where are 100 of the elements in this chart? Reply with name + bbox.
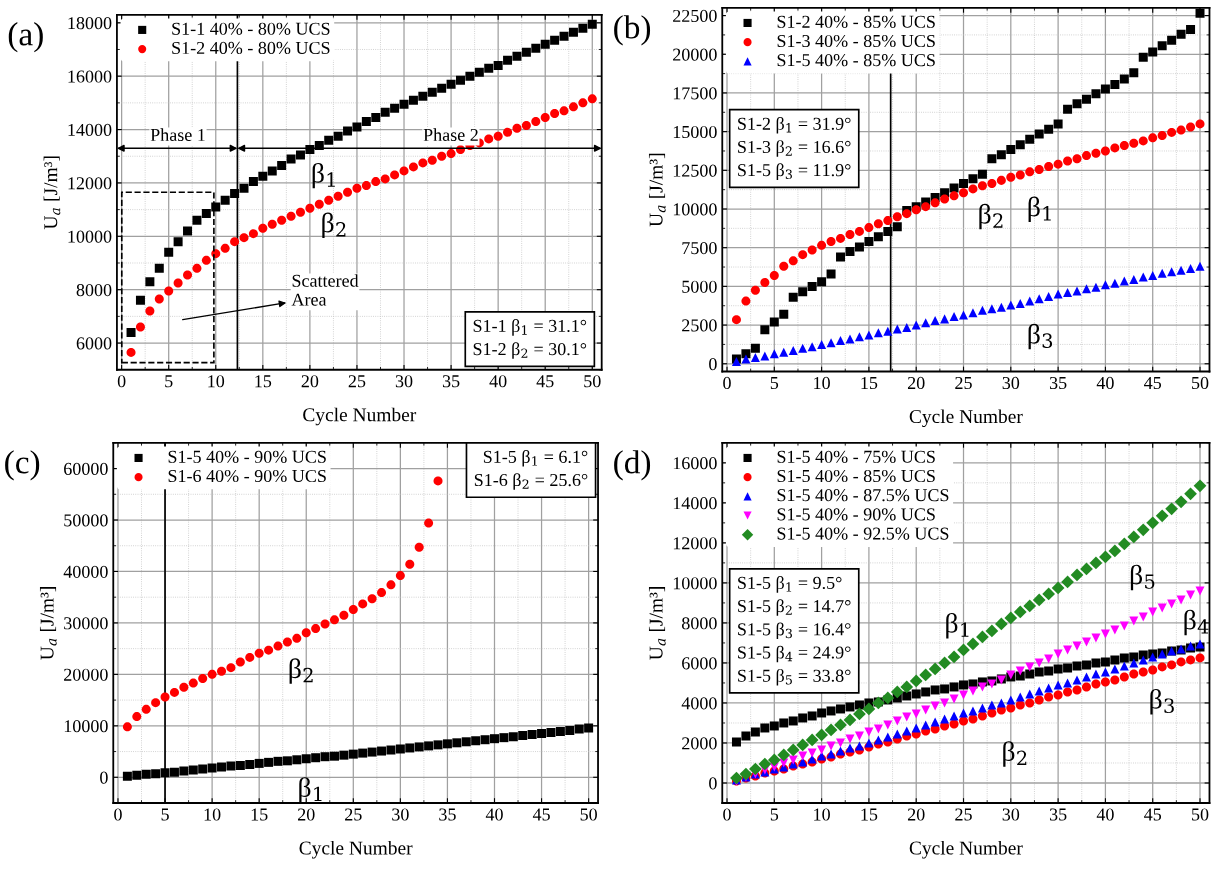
annotation: S1-5 β$_{3}$ = 11.9° bbox=[738, 163, 851, 180]
text: (a) bbox=[8, 22, 43, 53]
y-tick-label: 14000 bbox=[673, 497, 717, 510]
legend-label: S1-5 40% - 90% UCS bbox=[777, 508, 935, 521]
x-tick-label: 25 bbox=[345, 808, 362, 821]
legend-label: S1-1 40% - 80% UCS bbox=[172, 22, 330, 35]
x-tick-label: 50 bbox=[1192, 376, 1209, 390]
y-tick-label: 12000 bbox=[68, 177, 112, 190]
x-tick-label: 35 bbox=[1049, 376, 1067, 390]
x-tick-label: 50 bbox=[580, 808, 597, 821]
x-tick-label: 45 bbox=[1144, 376, 1162, 390]
annotation: β$_{4}$ bbox=[1184, 609, 1209, 636]
text: (c) bbox=[5, 450, 40, 481]
y-tick-label: 0 bbox=[100, 771, 108, 784]
annotation: S1-2 β$_{2}$ = 30.1° bbox=[473, 342, 587, 359]
x-tick-label: 15 bbox=[861, 376, 878, 390]
legend-label: S1-5 40% - 92.5% UCS bbox=[777, 527, 949, 540]
x-tick-label: 20 bbox=[907, 376, 925, 390]
annotation: S1-5 β$_{2}$ = 14.7° bbox=[738, 599, 851, 616]
x-tick-label: 0 bbox=[114, 808, 122, 821]
x-tick-label: 15 bbox=[251, 808, 268, 821]
x-tick-label: 50 bbox=[584, 375, 601, 388]
y-tick-label: 15000 bbox=[673, 125, 717, 139]
x-tick-label: 30 bbox=[392, 808, 409, 821]
annotation: β$_{2}$ bbox=[979, 203, 1003, 230]
y-tick-label: 50000 bbox=[64, 514, 108, 527]
annotation: Scattered Area bbox=[291, 274, 359, 306]
y-tick-label: 8000 bbox=[76, 283, 112, 297]
annotation: β$_{5}$ bbox=[1130, 564, 1155, 591]
x-tick-label: 15 bbox=[255, 375, 272, 388]
annotation: β$_{3}$ bbox=[1150, 688, 1174, 715]
x-tick-label: 30 bbox=[1002, 808, 1020, 821]
y-tick-label: 10000 bbox=[673, 203, 717, 216]
y-tick-label: 14000 bbox=[68, 123, 112, 136]
x-tick-label: 25 bbox=[348, 375, 366, 388]
y-tick-label: 30000 bbox=[64, 617, 108, 630]
annotation: β$_{1}$ bbox=[312, 162, 335, 189]
y-tick-label: 6000 bbox=[76, 337, 112, 350]
annotation: S1-1 β$_{1}$ = 31.1° bbox=[473, 319, 587, 336]
x-tick-label: 40 bbox=[1096, 808, 1114, 821]
x-tick-label: 50 bbox=[1192, 808, 1209, 821]
x-tick-label: 15 bbox=[861, 808, 878, 821]
y-tick-label: 4000 bbox=[681, 697, 717, 710]
annotation: S1-3 β$_{2}$ = 16.6° bbox=[738, 140, 851, 157]
annotation: β$_{2}$ bbox=[322, 212, 346, 239]
y-tick-label: 17500 bbox=[673, 87, 717, 100]
x-tick-label: 10 bbox=[814, 808, 830, 821]
legend-label: S1-2 40% - 85% UCS bbox=[777, 15, 935, 28]
x-tick-label: 10 bbox=[204, 808, 221, 821]
annotation: β$_{2}$ bbox=[1003, 741, 1027, 767]
annotation: β$_{1}$ bbox=[1028, 196, 1051, 223]
x-tick-label: 35 bbox=[442, 375, 460, 388]
y-tick-label: 5000 bbox=[682, 280, 717, 293]
y-tick-label: 20000 bbox=[673, 48, 717, 61]
y-tick-label: 2000 bbox=[682, 737, 717, 750]
y-tick-label: 0 bbox=[709, 358, 717, 371]
x-axis-title: Cycle Number bbox=[909, 409, 1023, 428]
x-tick-label: 0 bbox=[117, 375, 126, 388]
legend-label: S1-5 40% - 75% UCS bbox=[777, 450, 935, 463]
x-tick-label: 30 bbox=[1002, 376, 1020, 390]
y-tick-label: 6000 bbox=[682, 657, 717, 670]
legend-label: S1-5 40% - 85% UCS bbox=[777, 54, 935, 67]
y-tick-label: 10000 bbox=[68, 230, 112, 243]
y-tick-label: 7500 bbox=[682, 241, 717, 255]
x-tick-label: 35 bbox=[439, 808, 456, 821]
legend-label: S1-5 40% - 90% UCS bbox=[168, 450, 326, 463]
annotation: Phase 2 bbox=[423, 128, 478, 142]
y-tick-label: 16000 bbox=[68, 70, 112, 83]
y-tick-label: 22500 bbox=[673, 9, 717, 23]
y-tick-label: 10000 bbox=[64, 720, 108, 733]
y-tick-label: 10000 bbox=[673, 577, 717, 590]
x-axis-title: Cycle Number bbox=[303, 407, 417, 426]
x-tick-label: 40 bbox=[1096, 376, 1114, 390]
x-tick-label: 45 bbox=[1144, 808, 1162, 821]
x-tick-label: 10 bbox=[814, 376, 830, 390]
x-axis-title: Cycle Number bbox=[909, 840, 1023, 859]
annotation: β$_{2}$ bbox=[289, 658, 313, 684]
text: (b) bbox=[614, 15, 651, 46]
x-tick-label: 35 bbox=[1049, 808, 1067, 821]
x-tick-label: 40 bbox=[485, 808, 503, 821]
annotation: S1-2 β$_{1}$ = 31.9° bbox=[738, 116, 851, 134]
annotation: β$_{3}$ bbox=[1028, 323, 1053, 350]
annotation: S1-5 β$_{5}$ = 33.8° bbox=[738, 668, 851, 686]
legend-label: S1-5 40% - 87.5% UCS bbox=[777, 489, 949, 502]
y-tick-label: 40000 bbox=[63, 565, 108, 578]
x-tick-label: 5 bbox=[165, 375, 173, 388]
x-tick-label: 10 bbox=[208, 375, 225, 388]
x-axis-title: Cycle Number bbox=[299, 840, 413, 859]
annotation: β$_{1}$ bbox=[946, 612, 969, 639]
x-tick-label: 0 bbox=[723, 808, 731, 821]
text: (d) bbox=[614, 450, 651, 481]
y-tick-label: 18000 bbox=[68, 17, 112, 30]
annotation: S1-5 β$_{3}$ = 16.4° bbox=[738, 622, 851, 640]
annotation: β$_{1}$ bbox=[299, 777, 322, 803]
x-tick-label: 25 bbox=[955, 808, 972, 821]
legend-label: S1-3 40% - 85% UCS bbox=[777, 34, 935, 48]
y-tick-label: 20000 bbox=[64, 668, 108, 681]
x-tick-label: 20 bbox=[298, 808, 315, 821]
x-tick-label: 30 bbox=[395, 375, 413, 388]
y-tick-label: 60000 bbox=[64, 462, 108, 475]
